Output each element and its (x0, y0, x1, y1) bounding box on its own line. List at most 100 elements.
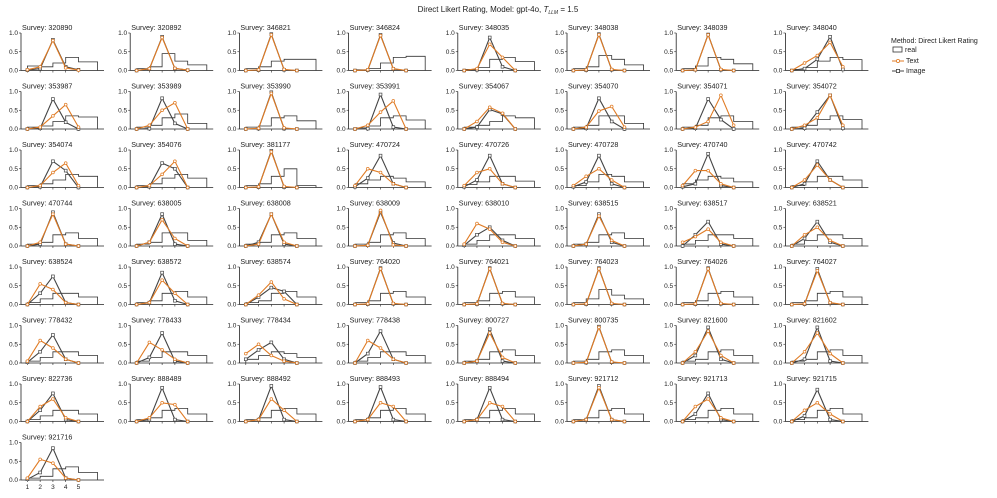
y-tick-label: 0.0 (337, 68, 346, 75)
figure-title-suffix: = 1.5 (558, 5, 579, 14)
y-tick-label: 0.0 (773, 68, 782, 75)
text-point (706, 168, 710, 173)
text-point (391, 357, 396, 362)
panel-title: Survey: 354074 (22, 140, 72, 149)
text-point (185, 361, 190, 365)
text-point (147, 240, 152, 245)
y-tick-label: 0.5 (773, 49, 782, 56)
text-point (802, 123, 807, 127)
text-point (680, 183, 685, 188)
y-tick-label: 1.0 (227, 381, 236, 388)
image-point (815, 159, 820, 164)
text-point (571, 68, 576, 73)
text-point (500, 355, 505, 360)
panel-764026: Survey: 764026 0.0 0.5 1.0 (664, 257, 760, 309)
real-series (791, 115, 863, 129)
text-point (269, 33, 274, 37)
image-point (500, 64, 505, 69)
text-point (706, 397, 710, 401)
text-point (609, 301, 614, 306)
panel-title: Survey: 353989 (131, 82, 181, 91)
text-point (25, 476, 30, 480)
image-point (828, 359, 832, 363)
text-point (802, 178, 807, 182)
text-point (404, 68, 408, 73)
panel-353991: Survey: 353991 0.0 0.5 1.0 (337, 82, 432, 133)
text-point (282, 408, 286, 413)
real-series (245, 351, 317, 363)
image-point (391, 417, 396, 422)
text-point (63, 102, 68, 107)
text-point (256, 67, 261, 72)
panel-638005: Survey: 638005 0.0 0.5 1.0 (118, 199, 214, 250)
text-point (680, 68, 685, 73)
panel-320890: Survey: 320890 0.0 0.5 1.0 (9, 23, 104, 75)
y-tick-label: 0.5 (9, 224, 18, 231)
text-point (25, 67, 30, 72)
text-point (475, 417, 479, 422)
image-point (147, 355, 152, 360)
text-point (51, 287, 55, 292)
figure-title: Direct Likert Rating, Model: gpt-4o, TLL… (418, 5, 579, 16)
panel-348039: Survey: 348039 0.0 0.5 1.0 (664, 23, 760, 75)
panel-346824: Survey: 346824 0.0 0.5 1.0 (337, 23, 432, 75)
image-point (584, 180, 588, 184)
legend-text-label: Text (906, 58, 919, 65)
text-point (841, 64, 845, 69)
panel-354071: Survey: 354071 0.0 0.5 1.0 (664, 82, 760, 133)
y-tick-label: 0.5 (664, 166, 673, 173)
text-point (63, 161, 68, 165)
panel-title: Survey: 346821 (240, 23, 290, 32)
text-point (391, 182, 396, 186)
panel-title: Survey: 638515 (568, 199, 618, 208)
y-tick-label: 0.5 (9, 166, 18, 173)
y-tick-label: 0.0 (337, 360, 346, 367)
y-tick-label: 1.0 (118, 264, 127, 271)
image-point (475, 125, 479, 129)
text-point (584, 360, 588, 365)
y-tick-label: 0.0 (337, 419, 346, 426)
y-tick-label: 1.0 (446, 30, 455, 37)
y-tick-label: 0.0 (227, 360, 236, 367)
text-point (584, 125, 588, 129)
image-point (38, 291, 42, 296)
text-point (802, 408, 807, 413)
real-series (682, 408, 754, 422)
legend-text-marker (896, 59, 901, 64)
real-series (354, 115, 426, 129)
panel-346821: Survey: 346821 0.0 0.5 1.0 (227, 23, 323, 75)
y-tick-label: 0.5 (664, 400, 673, 407)
y-tick-label: 0.5 (446, 49, 455, 56)
image-point (815, 387, 820, 392)
panel-title: Survey: 348038 (568, 23, 618, 32)
y-tick-label: 0.5 (446, 224, 455, 231)
y-tick-label: 0.5 (773, 166, 782, 173)
text-point (475, 359, 479, 363)
y-tick-label: 0.0 (555, 243, 564, 250)
text-point (790, 244, 794, 248)
text-point (790, 361, 794, 365)
text-point (63, 357, 68, 362)
text-point (244, 419, 248, 424)
text-point (719, 182, 723, 186)
image-point (244, 357, 248, 362)
panel-638517: Survey: 638517 0.0 0.5 1.0 (664, 199, 760, 250)
text-point (147, 340, 152, 345)
y-tick-label: 0.5 (773, 400, 782, 407)
y-tick-label: 1.0 (9, 381, 18, 388)
text-point (391, 99, 396, 103)
y-tick-label: 0.5 (555, 107, 564, 114)
y-tick-label: 0.0 (118, 126, 127, 133)
text-point (680, 302, 685, 307)
text-point (51, 170, 55, 175)
text-point (609, 238, 614, 243)
text-point (134, 244, 139, 248)
panel-638010: Survey: 638010 0.0 0.5 1.0 (446, 199, 541, 250)
y-tick-label: 0.5 (555, 400, 564, 407)
text-point (244, 68, 248, 73)
text-point (134, 127, 139, 131)
text-point (693, 350, 698, 354)
y-tick-label: 0.0 (9, 419, 18, 426)
text-point (295, 419, 299, 424)
text-point (147, 416, 152, 420)
